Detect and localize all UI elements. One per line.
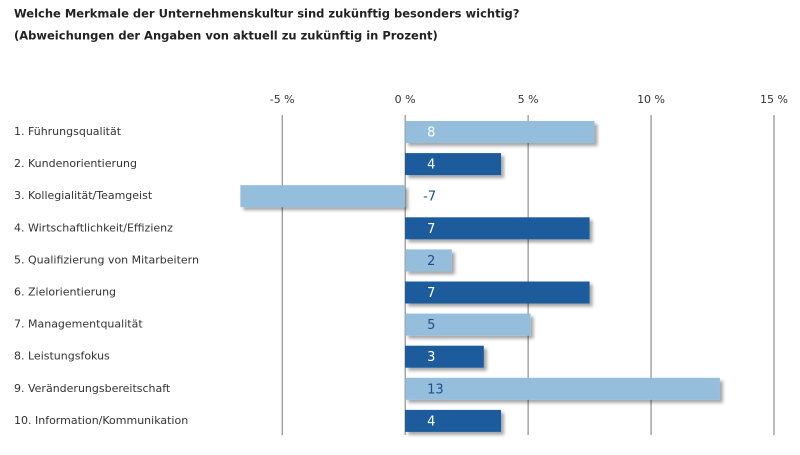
value-label: 4 xyxy=(427,158,435,173)
x-tick-label: 15 % xyxy=(760,93,788,106)
x-tick-label: 10 % xyxy=(637,93,665,106)
value-label: 13 xyxy=(427,382,444,397)
value-label: 5 xyxy=(427,318,435,333)
chart-subtitle: (Abweichungen der Angaben von aktuell zu… xyxy=(14,29,438,43)
x-tick-label: 5 % xyxy=(518,93,539,106)
bar xyxy=(405,409,502,432)
bar xyxy=(405,345,484,368)
chart-title: Welche Merkmale der Unternehmenskultur s… xyxy=(14,7,519,21)
value-label: 3 xyxy=(427,350,435,365)
bar xyxy=(405,153,502,176)
bar xyxy=(405,121,595,143)
value-label: 8 xyxy=(427,126,435,141)
x-tick-label: 0 % xyxy=(395,93,416,106)
value-label: 7 xyxy=(427,222,435,237)
category-label: 6. Zielorientierung xyxy=(14,286,116,299)
category-label: 9. Veränderungsbereitschaft xyxy=(14,382,171,395)
category-label: 3. Kollegialität/Teamgeist xyxy=(14,189,153,202)
bar xyxy=(405,377,720,400)
category-label: 2. Kundenorientierung xyxy=(14,157,137,170)
category-label: 7. Managementqualität xyxy=(14,318,143,331)
bar xyxy=(405,313,531,336)
value-label: 7 xyxy=(427,286,435,301)
category-label: 8. Leistungsfokus xyxy=(14,350,110,363)
category-label: 10. Information/Kommunikation xyxy=(14,414,188,427)
value-label: 4 xyxy=(427,414,435,429)
bar xyxy=(405,217,590,240)
bar xyxy=(240,185,406,208)
bar xyxy=(405,249,452,272)
value-label: 2 xyxy=(427,254,435,269)
bar xyxy=(405,281,590,304)
value-label: -7 xyxy=(423,190,436,205)
category-label: 4. Wirtschaftlichkeit/Effizienz xyxy=(14,221,173,234)
category-label: 1. Führungsqualität xyxy=(14,125,122,138)
x-tick-label: -5 % xyxy=(270,93,295,106)
category-label: 5. Qualifizierung von Mitarbeitern xyxy=(14,253,199,266)
